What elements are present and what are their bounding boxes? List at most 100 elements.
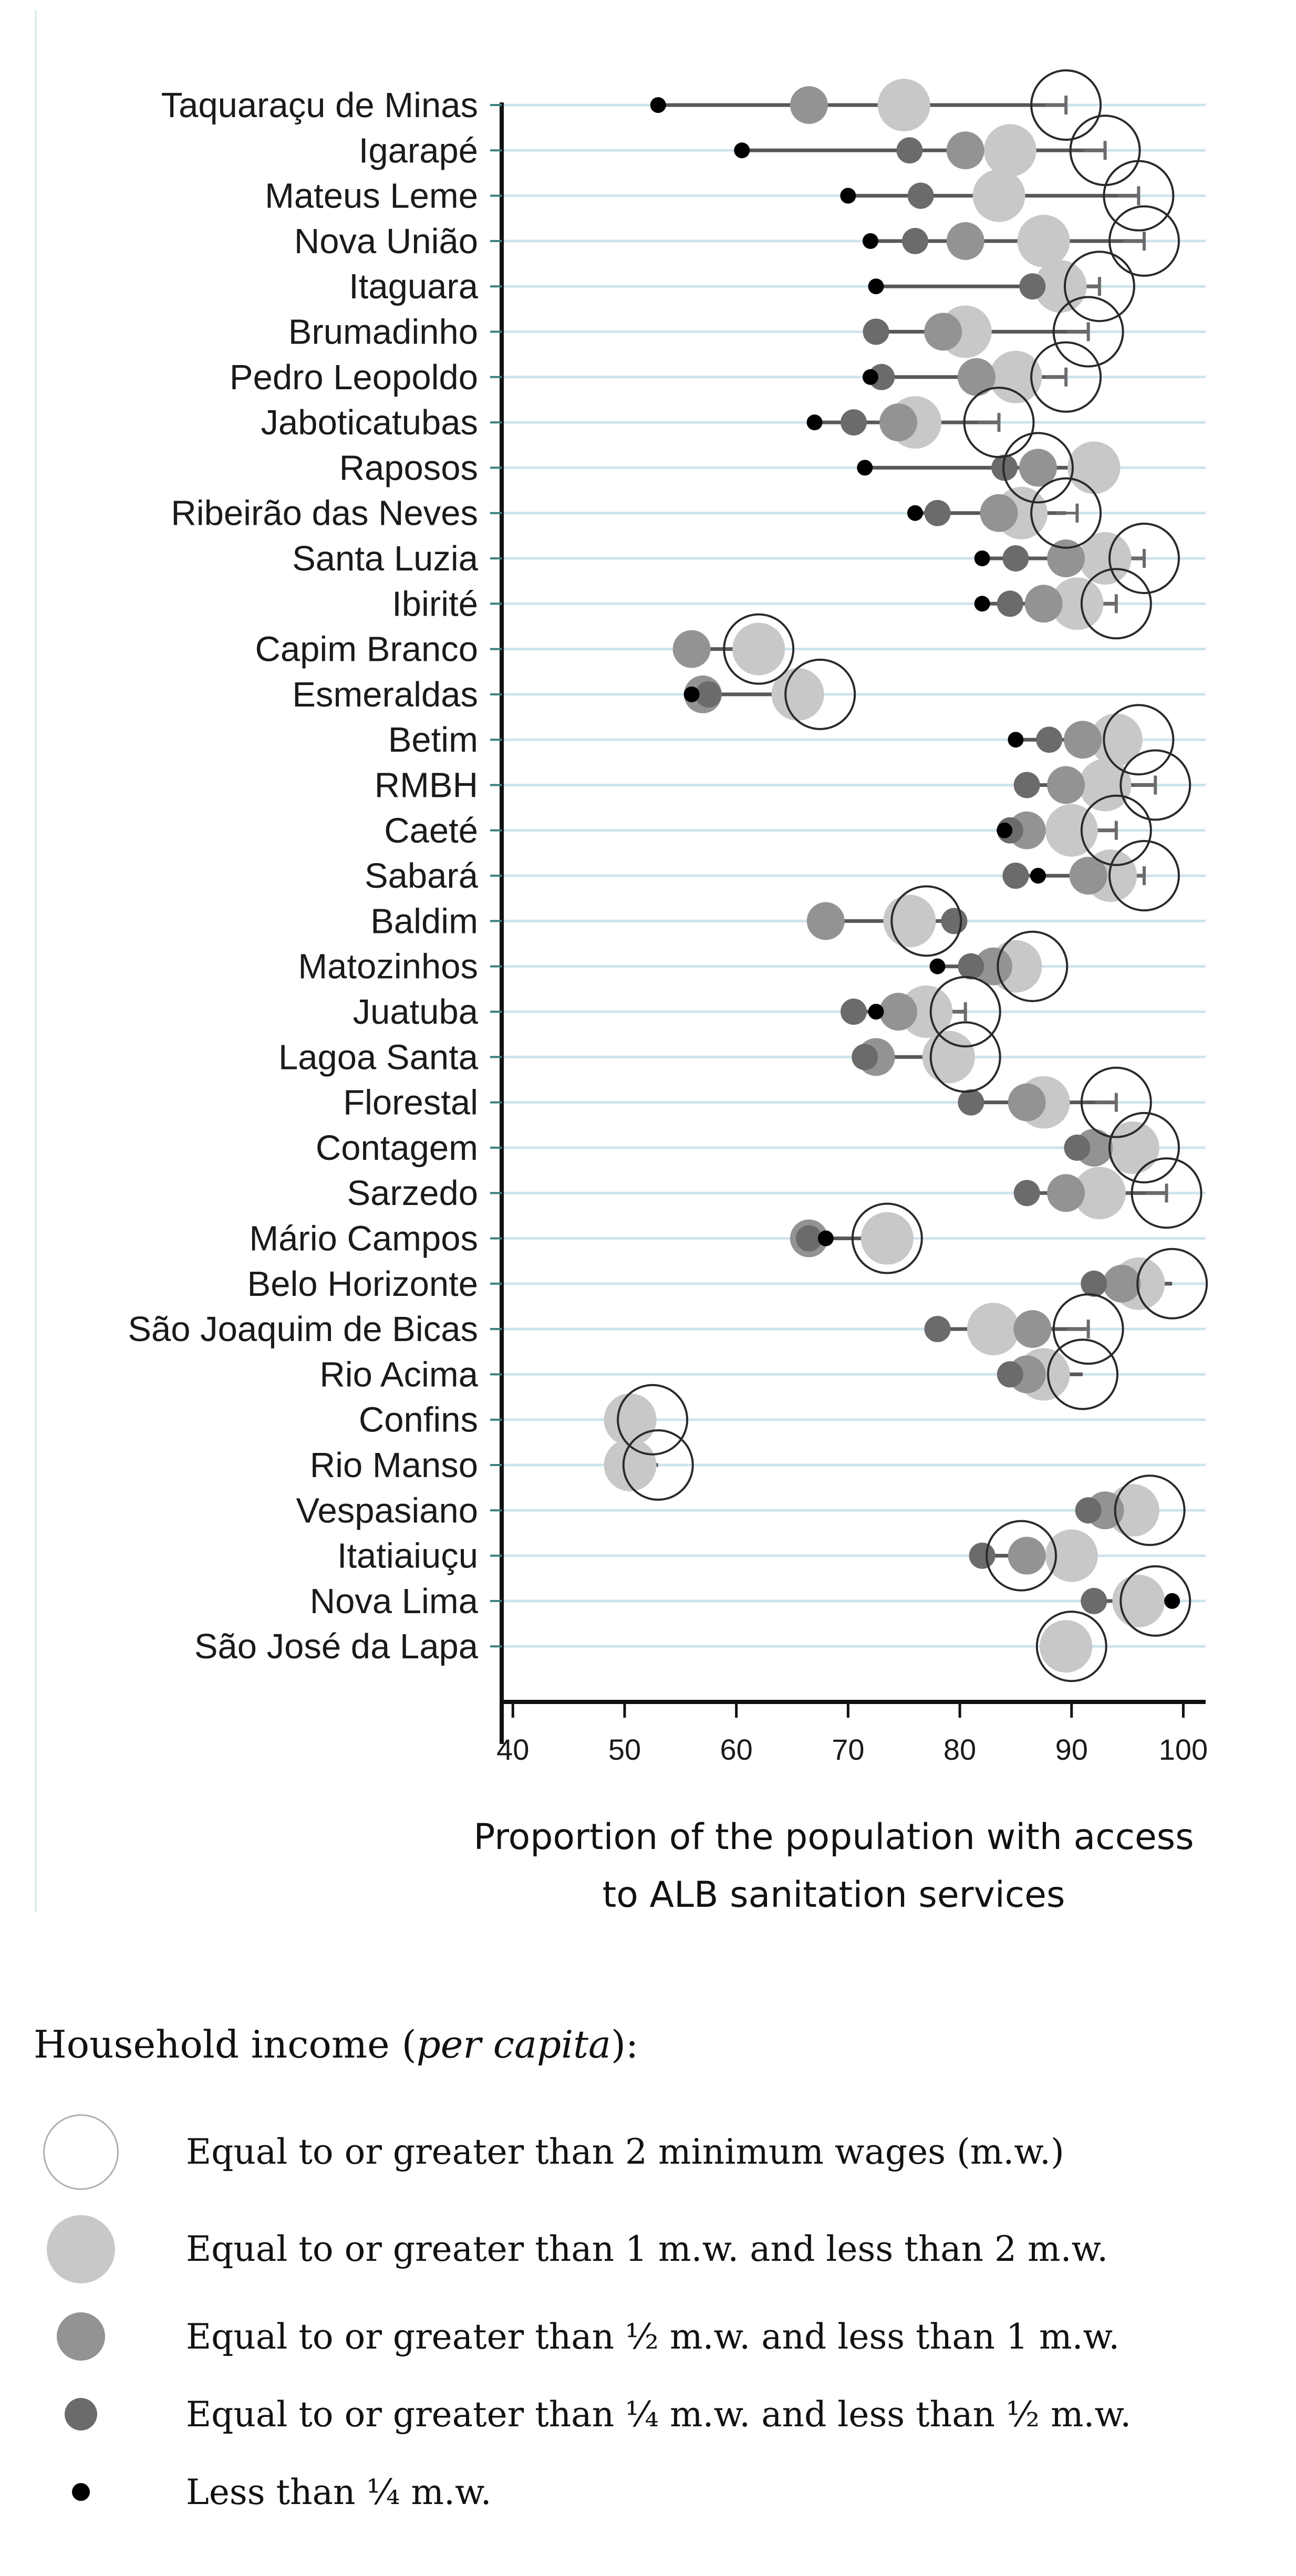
x-tick-label: 90 (1055, 1733, 1088, 1766)
point-1to2 (1045, 804, 1098, 857)
point-1to2 (972, 169, 1025, 222)
category-label: São Joaquim de Bicas (128, 1310, 478, 1349)
point-quarter-to-half (868, 363, 895, 390)
point-lt-quarter (683, 686, 700, 702)
legend-item-ge2: Equal to or greater than 2 minimum wages… (34, 2103, 1273, 2200)
point-ge2 (622, 1429, 694, 1501)
point-ge2 (1108, 840, 1180, 912)
category-label: Ribeirão das Neves (171, 494, 478, 533)
point-1to2 (1106, 1484, 1159, 1537)
point-ge2 (1080, 1066, 1152, 1138)
point-1to2 (1079, 532, 1132, 585)
x-axis-title-line-2: to ALB sanitation services (603, 1874, 1065, 1916)
point-ge2 (1030, 477, 1102, 549)
point-ge2 (997, 930, 1069, 1002)
category-label: Igarapé (359, 131, 478, 170)
category-label: Mateus Leme (265, 176, 478, 216)
legend-item-lt-quarter: Less than ¼ m.w. (34, 2453, 1273, 2531)
legend-title-italic: per capita (416, 2022, 611, 2066)
point-ge2 (1035, 1611, 1107, 1682)
point-half-to1 (1103, 1264, 1141, 1303)
point-1to2 (922, 1031, 975, 1084)
legend-label: Equal to or greater than ½ m.w. and less… (186, 2316, 1120, 2357)
point-lt-quarter (862, 233, 878, 249)
point-lt-quarter (907, 505, 923, 521)
x-tick-label: 70 (832, 1733, 864, 1766)
point-quarter-to-half (969, 1542, 996, 1569)
point-ge2 (1103, 160, 1175, 232)
point-1to2 (771, 668, 824, 721)
point-quarter-to-half (863, 318, 889, 345)
category-label: Rio Acima (319, 1355, 478, 1394)
legend-label: Equal to or greater than ¼ m.w. and less… (186, 2394, 1132, 2435)
point-half-to1 (1047, 1174, 1085, 1212)
point-1to2 (1045, 1529, 1098, 1582)
point-half-to1 (1064, 721, 1102, 759)
point-quarter-to-half (896, 137, 923, 164)
point-half-to1 (1008, 1536, 1046, 1575)
point-ge2 (929, 1021, 1001, 1093)
point-quarter-to-half (941, 908, 968, 934)
point-quarter-to-half (1013, 1180, 1040, 1207)
point-quarter-to-half (924, 1316, 951, 1343)
point-1to2 (883, 895, 936, 948)
point-half-to1 (790, 86, 828, 124)
point-quarter-to-half (991, 454, 1018, 481)
point-1to2 (1017, 214, 1070, 267)
category-label: Santa Luzia (292, 539, 479, 578)
x-axis-title-line-1: Proportion of the population with access (473, 1816, 1194, 1858)
category-label: Contagem (316, 1128, 478, 1168)
point-half-to1 (1013, 1310, 1052, 1348)
category-label: Juatuba (353, 992, 479, 1032)
legend-label: Equal to or greater than 2 minimum wages… (186, 2132, 1064, 2172)
point-ge2 (1108, 1112, 1180, 1183)
point-1to2 (604, 1439, 657, 1491)
point-quarter-to-half (852, 1044, 878, 1071)
x-tick-label: 50 (608, 1733, 641, 1766)
point-quarter-to-half (997, 1361, 1023, 1388)
point-half-to1 (1024, 585, 1063, 623)
point-ge2 (929, 976, 1001, 1047)
light-gray-circle-marker-icon (47, 2215, 115, 2283)
point-ge2 (1119, 749, 1191, 821)
point-quarter-to-half (1002, 863, 1029, 889)
point-half-to1 (980, 494, 1018, 532)
point-half-to1 (1069, 857, 1107, 895)
point-lt-quarter (868, 278, 884, 295)
category-label: Belo Horizonte (247, 1264, 478, 1304)
point-half-to1 (1019, 449, 1057, 487)
point-lt-quarter (1164, 1593, 1180, 1609)
legend-title-prefix: Household income ( (34, 2022, 417, 2066)
gray-circle-marker-icon (57, 2312, 105, 2361)
point-ge2 (890, 885, 962, 957)
category-label: Caeté (384, 811, 478, 850)
point-lt-quarter (868, 1004, 884, 1020)
category-label: Raposos (339, 448, 478, 487)
point-lt-quarter (857, 460, 873, 476)
point-half-to1 (1047, 766, 1085, 804)
point-quarter-to-half (695, 681, 722, 708)
point-ge2 (1080, 794, 1152, 866)
point-quarter-to-half (1002, 545, 1029, 572)
point-ge2 (1108, 205, 1180, 277)
point-1to2 (1067, 441, 1121, 494)
point-lt-quarter (929, 958, 946, 974)
point-ge2 (1131, 1157, 1202, 1229)
point-lt-quarter (840, 188, 856, 204)
point-quarter-to-half (1075, 1497, 1102, 1524)
legend-item-quarter-to-half: Equal to or greater than ¼ m.w. and less… (34, 2375, 1273, 2453)
point-1to2 (604, 1393, 657, 1446)
legend-item-half-to-1: Equal to or greater than ½ m.w. and less… (34, 2298, 1273, 2375)
point-lt-quarter (974, 550, 990, 566)
category-label: São José da Lapa (194, 1627, 479, 1666)
point-half-to1 (1047, 539, 1085, 577)
point-1to2 (1040, 1620, 1093, 1673)
axes (490, 102, 1206, 1744)
point-1to2 (967, 1303, 1020, 1356)
point-half-to1 (924, 313, 962, 351)
point-ge2 (1108, 523, 1180, 594)
point-lt-quarter (862, 369, 878, 385)
point-half-to1 (957, 358, 996, 396)
category-label: Rio Manso (310, 1446, 478, 1485)
dark-gray-circle-marker-icon (65, 2398, 97, 2430)
